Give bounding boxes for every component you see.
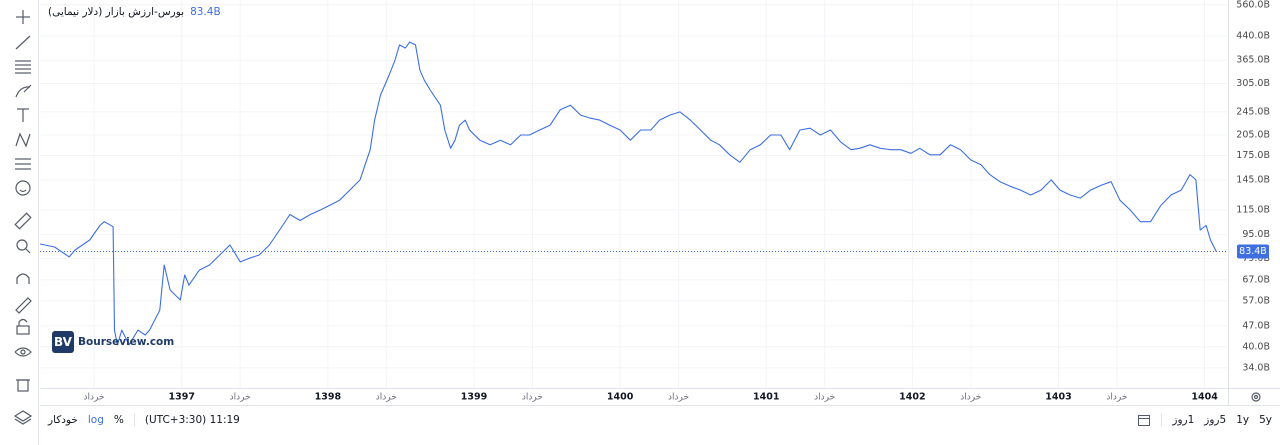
scale-controls: خودکار log % (UTC+3:30) 11:19 (48, 413, 240, 427)
log-scale-button[interactable]: log (87, 414, 104, 426)
delete-tool[interactable] (16, 379, 30, 392)
x-tick-label: 1400 (607, 392, 634, 403)
plot-area: خرداد 1397 خرداد 1398 خرداد 1399 خرداد 1400 خردا… (39, 0, 1270, 403)
crosshair-tool[interactable] (16, 10, 30, 24)
timezone-button[interactable]: (UTC+3:30) 11:19 (144, 414, 240, 426)
lock-drawing-tool[interactable] (15, 297, 32, 314)
settings-button[interactable] (1251, 392, 1261, 402)
current-value: 83.4B (190, 6, 221, 18)
separator (1161, 413, 1163, 427)
prediction-tool[interactable] (15, 158, 31, 170)
y-tick-label: 40.0B (1242, 341, 1270, 352)
lock-tool[interactable] (16, 318, 30, 335)
y-tick-label: 57.0B (1242, 295, 1270, 306)
chart-title: بورس-ارزش بازار (دلار نیمایی) (48, 6, 185, 18)
ruler-tool[interactable] (14, 212, 32, 230)
y-tick-label: 47.0B (1242, 320, 1270, 331)
bottom-bar: خودکار log % (UTC+3:30) 11:19 1روز 5روز … (40, 405, 1280, 434)
y-tick-label: 245.0B (1236, 106, 1270, 117)
text-tool[interactable] (17, 108, 29, 122)
x-tick-label: خرداد (668, 393, 689, 403)
y-tick-label: 145.0B (1236, 174, 1270, 185)
y-tick-label: 115.0B (1236, 204, 1270, 215)
x-tick-label: 1397 (169, 392, 195, 403)
x-tick-label: 1398 (315, 392, 342, 403)
fib-tool[interactable] (15, 60, 31, 74)
range-button[interactable]: 1روز (1172, 414, 1195, 426)
watermark: BV Bourseview.com (52, 331, 174, 353)
layers-tool[interactable] (13, 410, 33, 425)
y-tick-label: 205.0B (1236, 130, 1270, 141)
y-tick-label: 95.0B (1242, 229, 1270, 240)
x-tick-label: خرداد (1106, 393, 1127, 403)
x-tick-label: 1403 (1045, 392, 1071, 403)
x-tick-label: 1402 (899, 392, 925, 403)
percent-scale-button[interactable]: % (113, 414, 124, 426)
price-line (39, 41, 1217, 346)
visibility-tool[interactable] (14, 347, 32, 357)
y-tick-label: 79.0B (1242, 253, 1270, 264)
watermark-text: Bourseview.com (78, 336, 175, 348)
x-tick-label: 1404 (1191, 392, 1218, 403)
x-tick-label: 1401 (753, 392, 779, 403)
x-tick-label: خرداد (84, 393, 105, 403)
brush-tool[interactable] (15, 84, 32, 98)
range-controls: 1روز 5روز 1y 5y (1137, 413, 1272, 427)
auto-scale-button[interactable]: خودکار (48, 414, 78, 426)
y-tick-label: 305.0B (1236, 78, 1270, 89)
x-tick-label: خرداد (814, 393, 835, 403)
y-tick-label: 365.0B (1236, 55, 1270, 66)
zoom-tool[interactable] (16, 239, 31, 254)
x-tick-label: خرداد (960, 393, 981, 403)
date-range-button[interactable] (1137, 413, 1151, 427)
x-tick-label: خرداد (522, 393, 543, 403)
current-value-box (1237, 244, 1269, 259)
pattern-tool[interactable] (15, 132, 31, 148)
magnet-tool[interactable] (16, 273, 30, 284)
y-tick-label: 560.0B (1236, 0, 1270, 10)
y-tick-label: 175.0B (1236, 150, 1270, 161)
y-tick-label: 67.0B (1242, 274, 1270, 285)
separator (133, 413, 135, 427)
range-button[interactable]: 5y (1259, 414, 1272, 426)
range-button[interactable]: 5روز (1204, 414, 1227, 426)
watermark-logo: BV (52, 331, 74, 353)
trendline-tool[interactable] (15, 35, 31, 50)
y-tick-label: 34.0B (1242, 362, 1270, 373)
chart-header: بورس-ارزش بازار (دلار نیمایی) 83.4B (48, 6, 221, 18)
emoji-tool[interactable] (15, 180, 31, 196)
x-tick-label: 1399 (461, 392, 487, 403)
y-tick-label: 440.0B (1236, 31, 1270, 42)
x-tick-label: خرداد (230, 393, 251, 403)
current-value-label: 83.4B (1239, 246, 1267, 257)
left-toolbar (0, 0, 38, 445)
x-tick-label: خرداد (376, 393, 397, 403)
range-button[interactable]: 1y (1236, 414, 1250, 426)
